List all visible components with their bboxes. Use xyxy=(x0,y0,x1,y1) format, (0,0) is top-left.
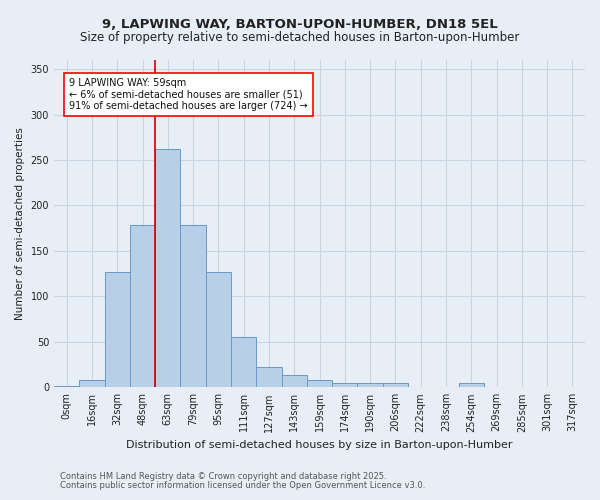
Bar xyxy=(458,383,484,388)
Bar xyxy=(358,383,383,388)
Text: Size of property relative to semi-detached houses in Barton-upon-Humber: Size of property relative to semi-detach… xyxy=(80,31,520,44)
Bar xyxy=(181,226,206,388)
Text: Contains public sector information licensed under the Open Government Licence v3: Contains public sector information licen… xyxy=(60,481,425,490)
Bar xyxy=(332,383,358,388)
X-axis label: Distribution of semi-detached houses by size in Barton-upon-Humber: Distribution of semi-detached houses by … xyxy=(126,440,513,450)
Y-axis label: Number of semi-detached properties: Number of semi-detached properties xyxy=(15,127,25,320)
Text: 9, LAPWING WAY, BARTON-UPON-HUMBER, DN18 5EL: 9, LAPWING WAY, BARTON-UPON-HUMBER, DN18… xyxy=(102,18,498,30)
Bar xyxy=(307,380,332,388)
Bar xyxy=(79,380,104,388)
Text: 9 LAPWING WAY: 59sqm
← 6% of semi-detached houses are smaller (51)
91% of semi-d: 9 LAPWING WAY: 59sqm ← 6% of semi-detach… xyxy=(69,78,308,112)
Bar xyxy=(206,272,231,388)
Bar xyxy=(54,386,79,388)
Bar xyxy=(256,368,281,388)
Bar xyxy=(130,226,155,388)
Bar xyxy=(231,338,256,388)
Bar xyxy=(383,383,408,388)
Bar xyxy=(281,374,307,388)
Bar xyxy=(155,149,181,388)
Text: Contains HM Land Registry data © Crown copyright and database right 2025.: Contains HM Land Registry data © Crown c… xyxy=(60,472,386,481)
Bar xyxy=(104,272,130,388)
